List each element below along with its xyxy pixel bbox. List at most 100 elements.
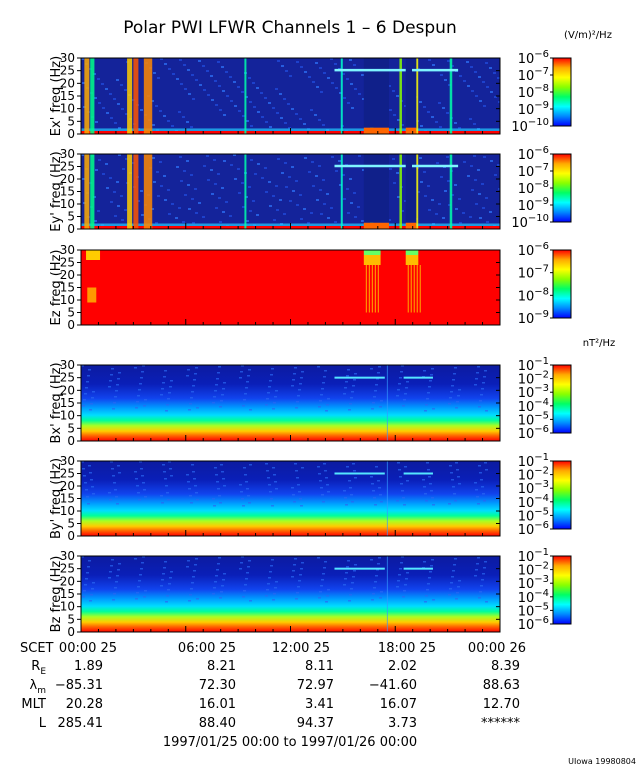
ytick-label-ez-25: 25 xyxy=(60,256,75,270)
cbtick-label-by--6: 10−6 xyxy=(518,520,549,538)
xtick-label-0: 00:00 25 xyxy=(59,641,117,656)
cbtick-label-ey--8: 10−8 xyxy=(518,179,549,197)
ytick-label-ez-30: 30 xyxy=(60,243,75,257)
ytick-label-bz-25: 25 xyxy=(60,562,75,576)
spectrogram-ey xyxy=(81,154,500,229)
ytick-label-ex-10: 10 xyxy=(60,102,75,116)
ytick-label-ey-5: 5 xyxy=(67,210,75,224)
spectrogram-bz xyxy=(81,556,500,632)
ephem-value-1-0: −85.31 xyxy=(55,678,103,693)
ephem-label-2: MLT xyxy=(21,697,46,712)
ylabel-ex: Ex' freq (Hz) xyxy=(49,56,64,136)
ephem-value-3-4: ****** xyxy=(481,716,521,731)
ephem-value-1-3: −41.60 xyxy=(369,678,417,693)
ephem-value-3-1: 88.40 xyxy=(199,716,236,731)
colorbar-ez: 10−6 10−7 10−8 10−9 xyxy=(518,241,572,327)
colorbar-ey: 10−610−710−810−910−10 xyxy=(511,145,572,231)
xtick-label-2: 12:00 25 xyxy=(272,641,330,656)
ylabel-by: By' freq (Hz) xyxy=(49,458,64,539)
spectrogram-bx xyxy=(81,365,500,441)
ytick-label-ex-5: 5 xyxy=(67,114,75,128)
ytick-label-ey-15: 15 xyxy=(60,185,75,199)
ytick-label-by-5: 5 xyxy=(67,517,75,531)
ephem-value-0-2: 8.11 xyxy=(305,659,334,674)
spectrogram-ez xyxy=(81,250,500,325)
cbtick-label-ez--9: 10−9 xyxy=(518,309,549,327)
cbtick-label-ez--8: 10−8 xyxy=(518,286,549,304)
cbtick-label-ex--7: 10−7 xyxy=(518,66,549,84)
ytick-label-by-15: 15 xyxy=(60,492,75,506)
ephem-value-3-3: 3.73 xyxy=(388,716,417,731)
ytick-label-ex-0: 0 xyxy=(67,127,75,141)
cbtick-label-bz--6: 10−6 xyxy=(518,615,549,633)
cbtick-label-bx--6: 10−6 xyxy=(518,424,549,442)
ytick-label-by-10: 10 xyxy=(60,504,75,518)
cbtick-label-by--2: 10−2 xyxy=(518,466,549,484)
ytick-label-ez-10: 10 xyxy=(60,293,75,307)
ytick-label-ey-0: 0 xyxy=(67,222,75,236)
ephem-label-1: λm xyxy=(30,678,46,696)
cbtick-label-by--5: 10−5 xyxy=(518,506,549,524)
ephem-value-3-0: 285.41 xyxy=(58,716,104,731)
ytick-label-bz-5: 5 xyxy=(67,612,75,626)
cbtick-label-bz--2: 10−2 xyxy=(518,561,549,579)
ytick-label-ex-20: 20 xyxy=(60,76,75,90)
cbtick-label-bz--3: 10−3 xyxy=(518,574,549,592)
ytick-label-bx-30: 30 xyxy=(60,358,75,372)
ephem-value-1-4: 88.63 xyxy=(483,678,520,693)
cbtick-label-ex--8: 10−8 xyxy=(518,83,549,101)
ytick-label-bx-0: 0 xyxy=(67,434,75,448)
ytick-label-bz-20: 20 xyxy=(60,574,75,588)
xaxis-label: SCET xyxy=(20,641,54,656)
ephem-value-0-3: 2.02 xyxy=(388,659,417,674)
colorbar-by: 10−110−210−310−410−510−6 xyxy=(518,452,572,538)
ytick-label-bz-15: 15 xyxy=(60,587,75,601)
chart-title: Polar PWI LFWR Channels 1 – 6 Despun xyxy=(123,18,456,38)
cbtick-label-bx--3: 10−3 xyxy=(518,383,549,401)
ytick-label-ez-15: 15 xyxy=(60,281,75,295)
spectrogram-by xyxy=(81,461,500,536)
ytick-label-bx-10: 10 xyxy=(60,409,75,423)
ytick-label-ez-5: 5 xyxy=(67,306,75,320)
ylabel-ez: Ez freq (Hz) xyxy=(49,250,64,326)
ytick-label-bx-5: 5 xyxy=(67,421,75,435)
cbtick-label-bx--1: 10−1 xyxy=(518,356,549,374)
ytick-label-ez-0: 0 xyxy=(67,318,75,332)
cbtick-label-ez--6: 10−6 xyxy=(518,241,549,259)
ephem-value-1-1: 72.30 xyxy=(199,678,236,693)
ephem-value-0-1: 8.21 xyxy=(207,659,236,674)
x-axis: SCET 00:00 25 06:00 25 12:00 25 18:00 25 00:0… xyxy=(20,641,526,656)
cbtick-label-ey--7: 10−7 xyxy=(518,162,549,180)
ytick-label-by-0: 0 xyxy=(67,529,75,543)
ytick-label-ex-15: 15 xyxy=(60,89,75,103)
cbtick-label-by--4: 10−4 xyxy=(518,493,549,511)
ylabel-ey: Ey' freq (Hz) xyxy=(49,151,64,231)
ytick-label-ez-20: 20 xyxy=(60,268,75,282)
spectrogram-ex xyxy=(81,58,500,134)
cbtick-label-bz--5: 10−5 xyxy=(518,601,549,619)
ytick-label-bx-20: 20 xyxy=(60,383,75,397)
xtick-label-4: 00:00 26 xyxy=(468,641,526,656)
cbtick-label-ex--9: 10−9 xyxy=(518,100,549,118)
colorbar-ex: 10−610−710−810−910−10 xyxy=(511,49,572,135)
cbtick-label-bx--2: 10−2 xyxy=(518,370,549,388)
cbtick-label-bz--1: 10−1 xyxy=(518,547,549,565)
ytick-label-by-30: 30 xyxy=(60,454,75,468)
colorbar-bx: 10−110−210−310−410−510−6 xyxy=(518,356,572,442)
ytick-label-bz-0: 0 xyxy=(67,625,75,639)
colorbar-bz: 10−110−210−310−410−510−6 xyxy=(518,547,572,633)
xtick-label-1: 06:00 25 xyxy=(178,641,236,656)
ytick-label-ex-30: 30 xyxy=(60,51,75,65)
ephem-value-2-2: 3.41 xyxy=(305,697,334,712)
ytick-label-ex-25: 25 xyxy=(60,64,75,78)
ytick-label-by-20: 20 xyxy=(60,479,75,493)
ephem-value-1-2: 72.97 xyxy=(297,678,334,693)
ephem-label-0: RE xyxy=(31,659,46,677)
cbtick-label-by--1: 10−1 xyxy=(518,452,549,470)
